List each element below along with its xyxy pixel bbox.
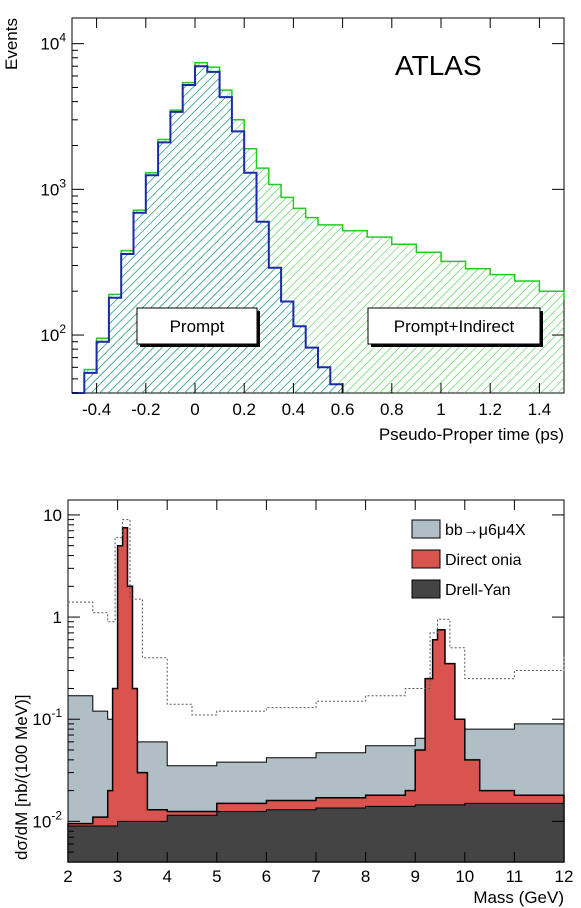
legend-swatch-direct-onia — [411, 549, 441, 569]
bottom-y-tick-label-3: 10 — [43, 506, 62, 525]
series-line-prompt-indirect — [72, 61, 565, 394]
legend: bb→μ6μ4X Direct onia Drell-Yan — [411, 519, 526, 599]
legend-label-direct-onia: Direct onia — [445, 552, 522, 569]
x-axis-title: Pseudo-Proper time (ps) — [379, 425, 564, 444]
legend-label-drell-yan: Drell-Yan — [445, 582, 511, 599]
top-x-tick-label-4: 0.4 — [282, 400, 306, 419]
bottom-x-tick-label-8: 10 — [455, 867, 474, 886]
series-area-drell-yan — [67, 802, 565, 863]
bottom-x-tick-label-2: 4 — [162, 867, 171, 886]
top-y-tick-label-1: 103 — [40, 176, 66, 199]
bottom-x-tick-label-9: 11 — [506, 867, 524, 886]
axes-layer: 2 3 4 5 6 7 8 9 10 11 12 10-2 10-1 1 10 — [32, 500, 573, 886]
top-x-tick-label-1: -0.2 — [131, 400, 160, 419]
legend-swatch-drell-yan — [411, 579, 441, 599]
top-y-tick-label-2: 104 — [40, 31, 66, 54]
top-x-tick-label-5: 0.6 — [331, 400, 355, 419]
top-x-tick-label-6: 0.8 — [380, 400, 404, 419]
top-x-tick-label-2: 0 — [190, 400, 199, 419]
bottom-y-tick-label-2: 1 — [53, 608, 62, 627]
atlas-label: ATLAS — [395, 50, 482, 81]
top-x-tick-label-9: 1.4 — [528, 400, 552, 419]
proper-time-chart: -0.4 -0.2 0 0.2 0.4 0.6 0.8 1 1.2 1.4 102 103 104 AT… — [2, 17, 565, 444]
axes-layer: -0.4 -0.2 0 0.2 0.4 0.6 0.8 1 1.2 1.4 102 103 104 — [40, 18, 564, 419]
legend-swatch-bb-6-4x — [411, 519, 441, 539]
top-x-tick-label-7: 1 — [436, 400, 445, 419]
label-box-prompt-indirect — [367, 307, 541, 345]
series-line-prompt — [72, 65, 344, 394]
top-x-tick-label-3: 0.2 — [232, 400, 256, 419]
label-text-prompt-indirect: Prompt+Indirect — [394, 317, 515, 336]
bottom-x-tick-label-6: 8 — [361, 867, 370, 886]
bottom-y-tick-label-0: 10-2 — [32, 808, 62, 831]
label-text-prompt: Prompt — [170, 317, 225, 336]
series-labels: Prompt Prompt+Indirect — [136, 307, 543, 347]
series-layer — [67, 519, 565, 863]
mass-spectrum-chart: 2 3 4 5 6 7 8 9 10 11 12 10-2 10-1 1 10 bb→μ6μ4X Direct… — [12, 499, 573, 907]
bottom-x-tick-label-7: 9 — [410, 867, 419, 886]
top-x-tick-label-8: 1.2 — [478, 400, 502, 419]
bottom-x-tick-label-10: 12 — [555, 867, 574, 886]
bottom-x-tick-label-4: 6 — [262, 867, 271, 886]
y-axis-title: dσ/dM [nb/(100 MeV)] — [12, 695, 31, 860]
bottom-x-tick-label-0: 2 — [63, 867, 72, 886]
top-x-tick-label-0: -0.4 — [82, 400, 111, 419]
series-line-total — [68, 519, 565, 716]
bottom-x-tick-label-3: 5 — [212, 867, 221, 886]
bottom-x-tick-label-1: 3 — [113, 867, 122, 886]
legend-label-bb-6-4x: bb→μ6μ4X — [445, 522, 526, 539]
y-axis-title: Events — [2, 18, 21, 70]
x-axis-title: Mass (GeV) — [473, 888, 564, 907]
top-y-tick-label-0: 102 — [40, 322, 66, 345]
label-box-prompt — [136, 307, 258, 345]
series-area-direct-onia — [67, 526, 565, 863]
bottom-y-tick-label-1: 10-1 — [32, 706, 62, 729]
bottom-x-tick-label-5: 7 — [311, 867, 320, 886]
